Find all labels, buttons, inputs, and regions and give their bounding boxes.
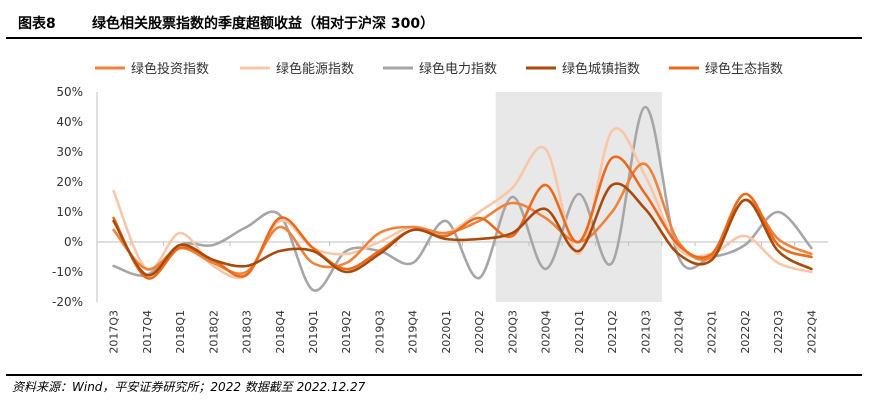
y-tick-label: 0%: [64, 235, 83, 249]
x-tick-label: 2020Q2: [473, 310, 486, 354]
figure-source: 资料来源：Wind，平安证券研究所；2022 数据截至 2022.12.27: [12, 380, 366, 394]
x-tick-label: 2017Q4: [141, 310, 154, 354]
x-tick-label: 2018Q1: [174, 310, 187, 354]
x-tick-label: 2018Q3: [241, 310, 254, 354]
series-group: [112, 105, 813, 292]
series-line-3: [112, 105, 813, 292]
x-tick-label: 2019Q3: [373, 310, 386, 354]
header-rule: [6, 37, 862, 39]
x-tick-label: 2021Q3: [639, 310, 652, 354]
legend-label-3: 绿色电力指数: [419, 61, 497, 77]
axes-group: 50% 40% 30% 20% 10% 0% -10% -20% 2017Q3 2017Q4 201…: [52, 85, 828, 354]
figure-number: 图表8: [18, 16, 56, 32]
y-tick-label: 40%: [56, 115, 83, 129]
figure-title: 绿色相关股票指数的季度超额收益（相对于沪深 300）: [92, 16, 435, 32]
series-line-2: [112, 127, 813, 280]
legend-label-2: 绿色能源指数: [276, 61, 354, 77]
x-tick-label: 2022Q2: [739, 310, 752, 354]
x-tick-label: 2021Q1: [573, 310, 586, 354]
legend: 绿色投资指数 绿色能源指数 绿色电力指数 绿色城镇指数 绿色生态指数: [95, 61, 783, 77]
series-line-5: [112, 155, 813, 280]
y-tick-label: -20%: [52, 295, 83, 309]
x-tick-label: 2022Q3: [772, 310, 785, 354]
figure-header: 图表8 绿色相关股票指数的季度超额收益（相对于沪深 300）: [6, 0, 862, 38]
x-tick-label: 2019Q4: [407, 310, 420, 354]
line-chart: 50% 40% 30% 20% 10% 0% -10% -20% 2017Q3 2017Q4 201…: [52, 61, 828, 354]
legend-label-5: 绿色生态指数: [705, 61, 783, 77]
x-tick-label: 2021Q4: [672, 310, 685, 354]
legend-label-4: 绿色城镇指数: [562, 61, 640, 77]
x-tick-label: 2018Q4: [274, 310, 287, 354]
x-tick-label: 2020Q3: [506, 310, 519, 354]
y-tick-label: 10%: [56, 205, 83, 219]
legend-label-1: 绿色投资指数: [131, 61, 209, 77]
y-tick-label: 20%: [56, 175, 83, 189]
x-tick-label: 2019Q2: [340, 310, 353, 354]
x-tick-label: 2017Q3: [108, 310, 121, 354]
shaded-period-group: [495, 92, 662, 302]
x-tick-label: 2021Q2: [606, 310, 619, 354]
x-tick-label: 2022Q1: [706, 310, 719, 354]
y-tick-label: 30%: [56, 145, 83, 159]
footer-rule: [6, 374, 862, 376]
shaded-period: [495, 92, 662, 302]
y-tick-label: 50%: [56, 85, 83, 99]
x-tick-label: 2020Q1: [440, 310, 453, 354]
series-line-4: [112, 182, 813, 277]
x-tick-label: 2020Q4: [540, 310, 553, 354]
x-tick-label: 2022Q4: [805, 310, 818, 354]
x-tick-label: 2018Q2: [207, 310, 220, 354]
y-tick-label: -10%: [52, 265, 83, 279]
x-tick-label: 2019Q1: [307, 310, 320, 354]
